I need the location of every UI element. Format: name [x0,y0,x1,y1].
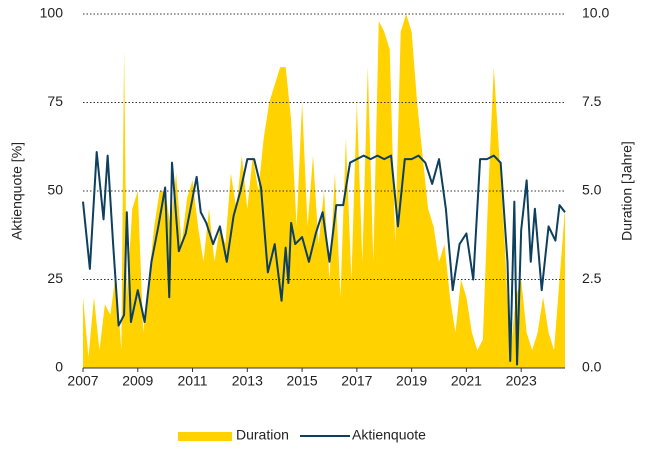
y2-axis-title: Duration [Jahre] [619,141,635,241]
y-tick-label: 50 [47,182,63,198]
y2-tick-label: 0.0 [582,359,602,375]
x-tick-label: 2017 [341,373,372,389]
y2-tick-label: 5.0 [582,182,602,198]
x-tick-label: 2009 [122,373,153,389]
aktienquote-line [82,151,566,366]
x-tick-label: 2011 [177,373,207,389]
y-tick-label: 75 [47,93,63,109]
y-tick-label: 0 [55,359,63,375]
x-tick-label: 2019 [396,373,427,389]
y2-tick-label: 10.0 [582,5,609,21]
y2-tick-label: 7.5 [582,93,602,109]
x-tick-label: 2023 [506,373,537,389]
x-tick-label: 2013 [232,373,263,389]
legend-label: Duration [236,427,289,443]
x-tick-label: 2007 [67,373,98,389]
y-tick-label: 100 [40,5,64,21]
x-tick-label: 2015 [287,373,318,389]
y2-tick-label: 2.5 [582,270,602,286]
y-axis-title: Aktienquote [%] [9,142,25,240]
y-tick-label: 25 [47,270,63,286]
legend-label: Aktienquote [352,427,426,443]
x-tick-label: 2021 [451,373,482,389]
legend-swatch [178,432,232,441]
